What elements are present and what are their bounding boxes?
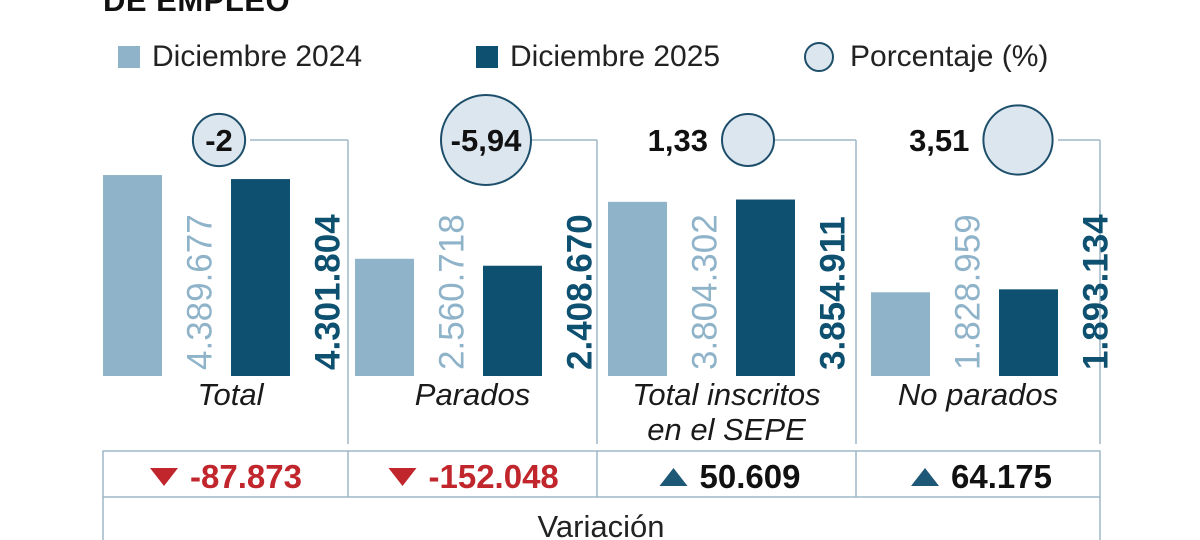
variation-value: -152.048 <box>429 458 559 495</box>
chart-title: DE EMPLEO <box>103 0 291 18</box>
bar-value-label: 2.560.718 <box>432 214 471 370</box>
bar-2024 <box>355 258 414 376</box>
percent-circle <box>721 113 775 167</box>
percent-label: -2 <box>205 123 233 158</box>
percent-label: 1,33 <box>648 123 708 158</box>
up-arrow-icon <box>911 468 939 486</box>
bar-value-label: 1.828.959 <box>948 214 987 370</box>
bar-2025 <box>483 265 542 376</box>
variation-value: 50.609 <box>700 458 801 495</box>
legend-swatch-2025 <box>476 46 498 68</box>
legend-item-percent: Porcentaje (%) <box>804 38 1048 76</box>
up-arrow-icon <box>659 468 688 486</box>
category-label: Parados <box>415 377 530 412</box>
legend-circle-icon <box>804 42 834 72</box>
down-arrow-icon <box>150 468 178 486</box>
percent-circle <box>982 104 1054 176</box>
legend-label-2025: Diciembre 2025 <box>510 40 721 73</box>
category-label: en el SEPE <box>647 412 806 447</box>
percent-label: -5,94 <box>451 123 522 158</box>
bar-2024 <box>103 175 162 376</box>
legend-item-2024: Diciembre 2024 <box>118 38 362 76</box>
legend-item-2025: Diciembre 2025 <box>476 38 720 76</box>
category-label: No parados <box>898 377 1058 412</box>
variation-box <box>102 450 1101 498</box>
category-label: Total <box>197 377 264 412</box>
bar-2024 <box>871 292 930 376</box>
variation-value: -87.873 <box>190 458 302 495</box>
bar-value-label: 4.301.804 <box>308 214 347 370</box>
percent-circle <box>191 112 247 168</box>
percent-label: 3,51 <box>909 123 969 158</box>
legend-label-2024: Diciembre 2024 <box>152 40 363 73</box>
bar-2025 <box>999 289 1058 376</box>
bar-value-label: 4.389.677 <box>180 214 219 370</box>
bar-value-label: 1.893.134 <box>1076 214 1115 370</box>
bar-2025 <box>231 179 290 376</box>
percent-circle <box>440 94 532 186</box>
bar-2025 <box>736 199 795 376</box>
bar-2024 <box>608 201 667 376</box>
down-arrow-icon <box>388 468 417 486</box>
legend-swatch-2024 <box>118 46 140 68</box>
bar-value-label: 2.408.670 <box>560 214 599 370</box>
legend-label-percent: Porcentaje (%) <box>850 40 1049 73</box>
category-label: Total inscritos <box>632 377 820 412</box>
bar-value-label: 3.804.302 <box>685 214 724 370</box>
variation-value: 64.175 <box>951 458 1052 495</box>
variation-label: Variación <box>538 509 665 540</box>
bar-value-label: 3.854.911 <box>813 216 852 370</box>
